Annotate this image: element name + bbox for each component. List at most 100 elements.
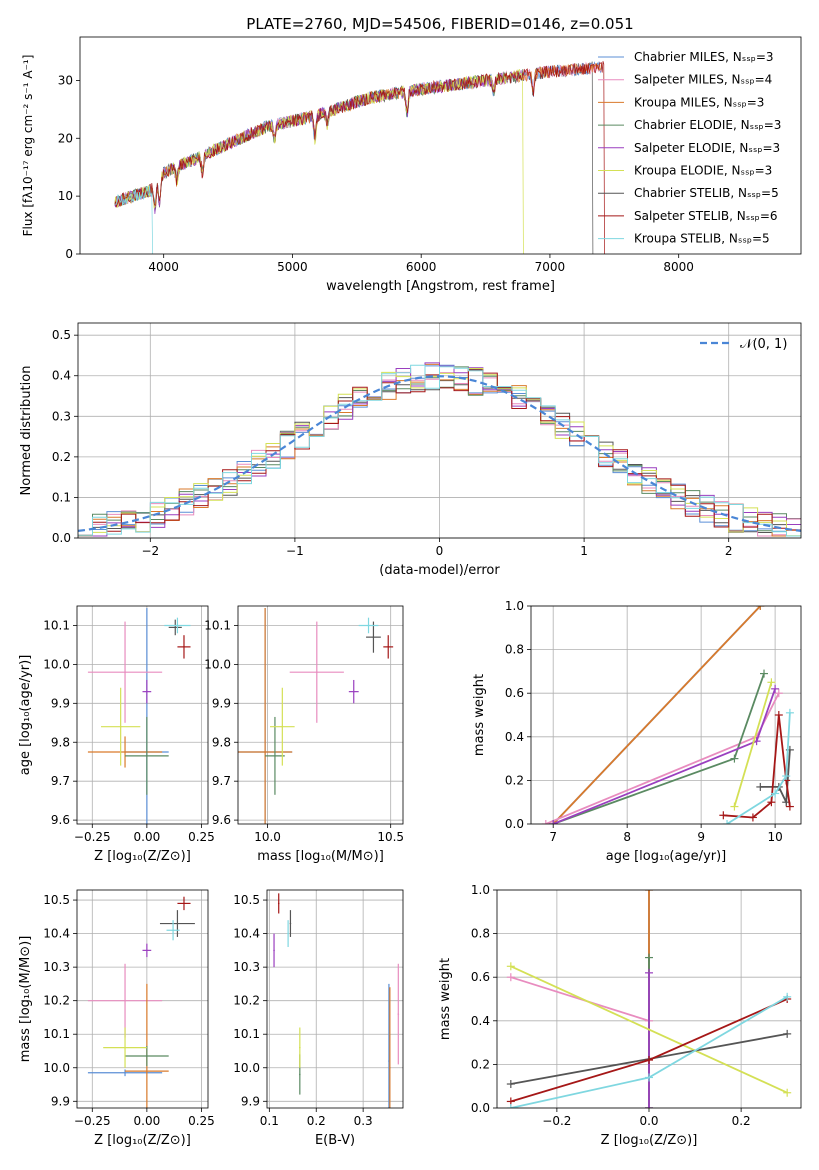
x-tick-label: 0.00	[134, 1114, 161, 1128]
y-tick-label: 9.7	[212, 774, 231, 788]
x-axis-label: mass [log₁₀(M/M⊙)]	[257, 849, 384, 864]
y-tick-label: 1.0	[471, 883, 490, 897]
series-line	[726, 712, 791, 824]
marker	[299, 1073, 301, 1076]
ticks: −0.25 0.00 0.25 9.9 10.0 10.1 10.2 10.3 10.4 10.5	[43, 893, 215, 1128]
y-tick-label: 0.2	[52, 450, 71, 464]
point-chabrier-stelib	[159, 910, 195, 937]
y-tick-label: 0.2	[505, 773, 524, 787]
y-tick-label: 9.6	[212, 813, 231, 827]
point-kroupa-elodie	[101, 687, 141, 766]
series-line	[545, 692, 780, 824]
point-kroupa-miles	[389, 987, 391, 1108]
marker	[281, 725, 284, 728]
x-tick-label: 4000	[148, 260, 179, 274]
x-tick-label: 6000	[406, 260, 437, 274]
marker	[146, 1070, 148, 1072]
marker	[389, 1066, 391, 1069]
normal-reference-curve	[78, 375, 801, 532]
y-tick-label: 0.6	[471, 970, 490, 984]
panel-age-vs-z: −0.25 0.00 0.25 9.6 9.7 9.8 9.9 10.0 10.1 Z [log₁…	[18, 605, 215, 864]
spectrum-legend: Chabrier MILES, Nₛₛₚ=3 Salpeter MILES, Nₛ…	[598, 50, 781, 246]
legend-label-kroupa-miles: Kroupa MILES, Nₛₛₚ=3	[634, 95, 764, 109]
point-salpeter-stelib	[383, 635, 394, 659]
y-tick-label: 0.1	[52, 490, 71, 504]
legend-label-normal: 𝒩(0, 1)	[740, 337, 787, 352]
series-kroupa-stelib	[723, 708, 794, 824]
series-line	[552, 688, 776, 824]
y-tick-label: 10.1	[204, 618, 231, 632]
series-line	[510, 976, 650, 1022]
point-salpeter-miles	[397, 963, 400, 1065]
point-chabrier-elodie	[125, 716, 169, 795]
y-tick-label: 10.5	[233, 893, 260, 907]
marker	[146, 690, 148, 693]
gridlines	[238, 606, 403, 824]
legend-label-kroupa-stelib: Kroupa STELIB, Nₛₛₚ=5	[634, 232, 770, 246]
point-kroupa-miles	[125, 983, 169, 1108]
point-salpeter-stelib	[177, 896, 191, 911]
y-axis-label: mass weight	[472, 674, 487, 756]
x-tick-label: 10.0	[254, 830, 281, 844]
ticks: 4000 5000 6000 7000 8000 0 10 20 30	[58, 73, 694, 274]
x-axis-label: wavelength [Angstrom, rest frame]	[326, 279, 555, 294]
y-tick-label: 10.4	[43, 927, 70, 941]
y-tick-label: 0.4	[52, 369, 71, 383]
marker	[352, 690, 355, 693]
point-kroupa-stelib	[287, 920, 289, 948]
series-kroupa-elodie	[730, 678, 776, 811]
x-tick-label: 0	[436, 544, 444, 558]
point-chabrier-stelib	[168, 619, 182, 636]
y-tick-label: 10.0	[204, 657, 231, 671]
point-kroupa-elodie	[103, 1027, 147, 1068]
axes-frame	[237, 605, 404, 825]
marker	[289, 922, 292, 925]
x-tick-label: 10.5	[377, 830, 404, 844]
point-chabrier-elodie	[265, 716, 285, 795]
y-tick-label: 10	[58, 189, 73, 203]
axes-frame	[79, 36, 802, 255]
marker	[264, 751, 266, 753]
ticks: −0.2 0.0 0.2 0.0 0.2 0.4 0.6 0.8 1.0	[471, 883, 751, 1128]
x-tick-label: 0.0	[639, 1114, 658, 1128]
axes-frame	[496, 889, 802, 1109]
point-kroupa-elodie	[299, 1027, 301, 1068]
y-tick-label: 9.7	[51, 774, 70, 788]
y-tick-label: 0.0	[505, 817, 524, 831]
y-tick-label: 1.0	[505, 599, 524, 613]
plot-area	[87, 896, 195, 1108]
point-salpeter-miles	[87, 621, 163, 723]
marker	[176, 624, 179, 627]
legend-label-salpeter-stelib: Salpeter STELIB, Nₛₛₚ=6	[634, 209, 778, 223]
panel-spectrum: 4000 5000 6000 7000 8000 0 10 20 30 wavelength [A…	[21, 36, 802, 294]
axes-frame	[530, 605, 802, 825]
panel-weight-vs-age: 7 8 9 10 0.0 0.2 0.4 0.6 0.8 1.0 age [log₁₀(age/yr…	[472, 599, 802, 864]
y-tick-label: 10.1	[43, 618, 70, 632]
y-tick-label: 0.6	[505, 686, 524, 700]
y-tick-label: 9.8	[51, 735, 70, 749]
legend-label-salpeter-elodie: Salpeter ELODIE, Nₛₛₚ=3	[634, 141, 780, 155]
spectrum-title: PLATE=2760, MJD=54506, FIBERID=0146, z=0…	[246, 15, 633, 33]
panel-mass-vs-ebv: 0.1 0.2 0.3 9.9 10.0 10.1 10.2 10.3 10.4 10.5 E(B-…	[233, 889, 404, 1148]
y-tick-label: 9.6	[51, 813, 70, 827]
ticks: 0.1 0.2 0.3 9.9 10.0 10.1 10.2 10.3 10.4 10.5	[233, 893, 372, 1128]
series-line	[723, 714, 791, 819]
marker	[146, 949, 148, 952]
x-tick-label: 5000	[277, 260, 308, 274]
y-axis-label: mass [log₁₀(M/M⊙)]	[18, 936, 33, 1063]
y-tick-label: 0.4	[505, 730, 524, 744]
y-tick-label: 0.0	[471, 1101, 490, 1115]
series-kroupa-miles	[549, 606, 765, 824]
x-tick-label: 7000	[535, 260, 566, 274]
marker	[124, 999, 126, 1002]
ticks: −2 −1 0 1 2 0.0 0.1 0.2 0.3 0.4 0.5	[52, 328, 733, 558]
y-axis-label: Normed distribution	[19, 366, 34, 496]
panel-age-vs-mass: 10.0 10.5 9.6 9.7 9.8 9.9 10.0 10.1 mass [log₁₀(…	[204, 605, 404, 864]
y-tick-label: 10.0	[43, 1061, 70, 1075]
series-line	[552, 673, 765, 824]
spectrum-line-kroupa-elodie	[114, 68, 524, 254]
x-tick-label: 0.25	[188, 1114, 215, 1128]
y-tick-label: 10.1	[43, 1027, 70, 1041]
y-tick-label: 10.0	[43, 657, 70, 671]
marker	[183, 646, 185, 648]
